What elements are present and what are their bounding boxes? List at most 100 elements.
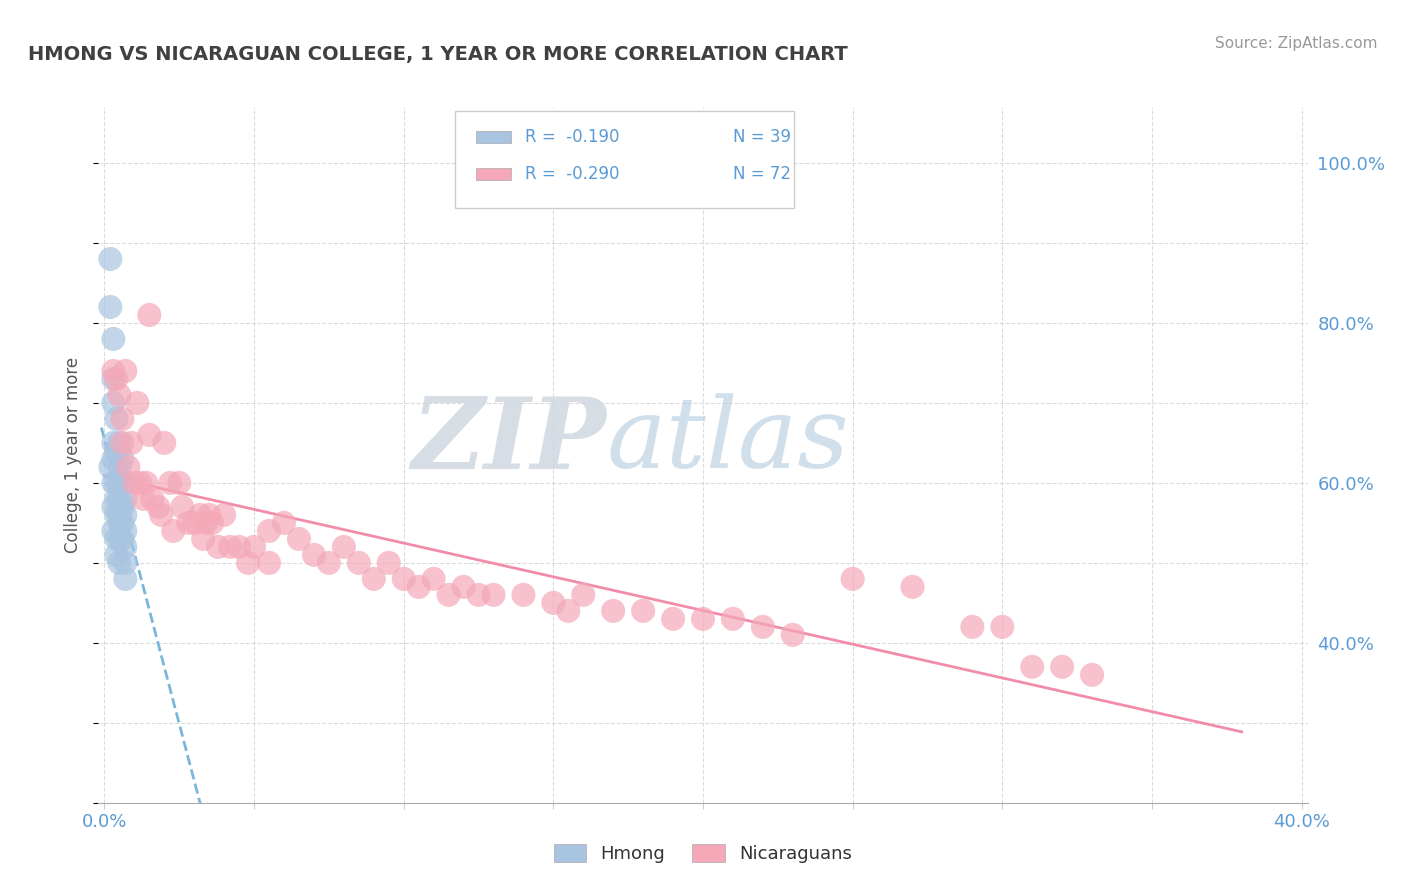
Point (111, 475, 134, 490)
FancyBboxPatch shape (456, 111, 793, 208)
Point (114, 475, 136, 490)
Point (129, 475, 152, 490)
Text: R =  -0.190: R = -0.190 (524, 128, 620, 146)
Point (901, 580, 924, 594)
Point (114, 556, 136, 570)
Point (103, 332, 125, 346)
Point (198, 508, 221, 522)
Point (103, 436, 125, 450)
Point (453, 580, 475, 594)
Point (1050, 660, 1073, 674)
Text: atlas: atlas (606, 393, 849, 489)
Point (467, 588, 489, 602)
Text: Source: ZipAtlas.com: Source: ZipAtlas.com (1215, 36, 1378, 51)
Point (114, 508, 136, 522)
Point (103, 524, 125, 538)
Point (212, 508, 235, 522)
Point (257, 524, 280, 538)
Text: ZIP: ZIP (412, 392, 606, 489)
Point (111, 500, 134, 514)
Point (177, 516, 200, 530)
Point (141, 491, 163, 506)
Point (631, 604, 654, 618)
Text: N = 39: N = 39 (734, 128, 792, 146)
Point (243, 540, 266, 554)
Point (422, 572, 444, 586)
Point (782, 628, 804, 642)
Point (172, 500, 194, 514)
Point (148, 500, 170, 514)
Point (105, 532, 128, 546)
Point (103, 500, 125, 514)
Point (108, 459, 131, 474)
Text: N = 72: N = 72 (734, 165, 792, 183)
Point (111, 451, 134, 466)
Point (100, 252, 122, 266)
Point (111, 412, 134, 426)
Point (288, 532, 311, 546)
Point (114, 364, 136, 378)
FancyBboxPatch shape (475, 131, 510, 144)
Point (103, 364, 125, 378)
Point (114, 491, 136, 506)
Point (100, 300, 122, 314)
Point (111, 516, 134, 530)
Point (207, 540, 229, 554)
FancyBboxPatch shape (475, 168, 510, 180)
Point (363, 572, 385, 586)
Point (557, 604, 579, 618)
Legend: Hmong, Nicaraguans: Hmong, Nicaraguans (547, 837, 859, 871)
Point (105, 508, 128, 522)
Point (114, 540, 136, 554)
Point (108, 516, 131, 530)
Point (108, 508, 131, 522)
Point (167, 475, 190, 490)
Point (138, 308, 160, 322)
Point (150, 508, 173, 522)
Point (318, 556, 340, 570)
Point (512, 588, 534, 602)
Point (183, 516, 205, 530)
Point (120, 436, 142, 450)
Point (721, 612, 744, 626)
Point (138, 428, 160, 442)
Point (991, 620, 1014, 634)
Point (105, 475, 128, 490)
Point (108, 532, 131, 546)
Point (111, 532, 134, 546)
Point (105, 372, 128, 386)
Point (662, 612, 685, 626)
Point (127, 396, 149, 410)
Point (219, 540, 242, 554)
Point (105, 491, 128, 506)
Point (602, 604, 624, 618)
Point (1081, 668, 1104, 682)
Text: R =  -0.290: R = -0.290 (524, 165, 620, 183)
Point (100, 459, 122, 474)
Point (572, 588, 595, 602)
Text: HMONG VS NICARAGUAN COLLEGE, 1 YEAR OR MORE CORRELATION CHART: HMONG VS NICARAGUAN COLLEGE, 1 YEAR OR M… (28, 45, 848, 63)
Point (543, 596, 565, 610)
Point (108, 556, 131, 570)
Point (96, 847, 118, 862)
Point (162, 524, 184, 538)
Point (114, 524, 136, 538)
Point (236, 556, 259, 570)
Point (377, 556, 399, 570)
Point (108, 436, 131, 450)
Point (347, 556, 370, 570)
Point (103, 475, 125, 490)
Point (692, 612, 714, 626)
Point (135, 475, 157, 490)
Point (273, 516, 295, 530)
Point (437, 588, 460, 602)
Point (841, 572, 863, 586)
Point (193, 532, 215, 546)
Point (103, 396, 125, 410)
Point (188, 508, 211, 522)
Y-axis label: College, 1 year or more: College, 1 year or more (65, 357, 83, 553)
Point (257, 556, 280, 570)
Point (159, 475, 181, 490)
Point (103, 372, 125, 386)
Point (108, 475, 131, 490)
